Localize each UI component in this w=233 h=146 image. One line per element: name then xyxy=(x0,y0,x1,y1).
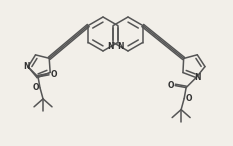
Text: N: N xyxy=(23,62,30,71)
Text: O: O xyxy=(167,81,174,90)
Text: O: O xyxy=(33,83,39,92)
Text: N: N xyxy=(107,42,114,51)
Text: O: O xyxy=(185,94,192,103)
Text: N: N xyxy=(117,42,124,51)
Text: O: O xyxy=(51,70,57,79)
Text: N: N xyxy=(194,73,201,82)
